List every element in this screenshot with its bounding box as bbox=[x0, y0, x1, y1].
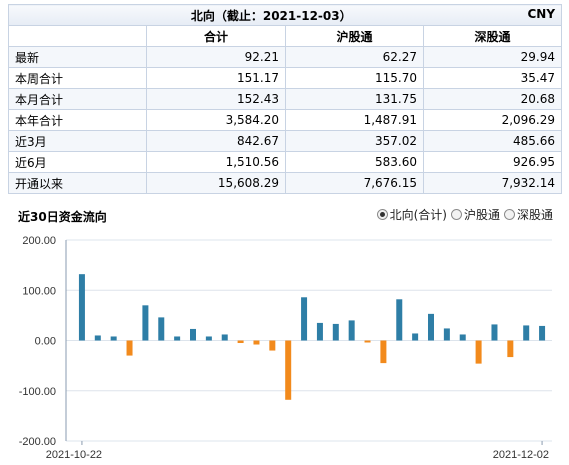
row-value: 152.43 bbox=[146, 88, 286, 110]
flow-bar[interactable] bbox=[332, 323, 339, 341]
currency-label: CNY bbox=[527, 6, 556, 21]
table-row: 本月合计 152.43 131.75 20.68 bbox=[8, 88, 563, 110]
flow-bar[interactable] bbox=[428, 313, 434, 341]
flow-bar[interactable] bbox=[237, 340, 244, 344]
row-value: 485.66 bbox=[422, 130, 563, 152]
flow-bar[interactable] bbox=[539, 325, 546, 341]
flow-bar[interactable] bbox=[316, 322, 323, 341]
flow-bar[interactable] bbox=[380, 340, 387, 364]
radio-northbound-total[interactable]: 北向(合计) bbox=[376, 206, 447, 223]
y-tick-label: -100.00 bbox=[19, 386, 56, 398]
flow-bar[interactable] bbox=[174, 336, 181, 341]
radio-shenzhen[interactable]: 深股通 bbox=[503, 206, 553, 223]
row-value: 115.70 bbox=[285, 67, 424, 89]
x-tick-label-end: 2021-12-02 bbox=[493, 449, 549, 461]
row-value: 357.02 bbox=[285, 130, 424, 152]
radio-label: 沪股通 bbox=[463, 208, 500, 222]
row-value: 29.94 bbox=[422, 46, 563, 68]
x-tick-label-start: 2021-10-22 bbox=[46, 449, 102, 461]
flow-bar[interactable] bbox=[523, 325, 530, 341]
radio-label: 深股通 bbox=[516, 208, 553, 222]
flow-bar[interactable] bbox=[301, 297, 308, 341]
flow-bar[interactable] bbox=[158, 317, 165, 341]
flow-bar[interactable] bbox=[190, 328, 196, 341]
flow-bar[interactable] bbox=[94, 335, 101, 341]
row-value: 7,932.14 bbox=[422, 172, 563, 194]
radio-label: 北向(合计) bbox=[389, 208, 447, 222]
row-label: 本周合计 bbox=[8, 67, 147, 89]
row-value: 62.27 bbox=[285, 46, 424, 68]
y-tick-label: 200.00 bbox=[22, 235, 56, 247]
table-caption: CNY 北向（截止：2021-12-03） bbox=[7, 4, 563, 26]
flow-bar-chart: 200.00 100.00 0.00 -100.00 -200.002021-10-22… bbox=[19, 235, 552, 461]
table-row: 本年合计 3,584.20 1,487.91 2,096.29 bbox=[8, 109, 563, 131]
flow-bar[interactable] bbox=[396, 299, 403, 341]
row-label: 近6月 bbox=[8, 151, 147, 173]
header-shenzhen: 深股通 bbox=[422, 25, 563, 47]
flow-bar[interactable] bbox=[475, 340, 482, 364]
flow-bar[interactable] bbox=[78, 274, 85, 341]
row-label: 最新 bbox=[8, 46, 147, 68]
flow-bar[interactable] bbox=[507, 340, 514, 358]
series-selector: 北向(合计) 沪股通 深股通 bbox=[376, 206, 553, 223]
row-value: 1,510.56 bbox=[146, 151, 286, 173]
flow-bar[interactable] bbox=[364, 340, 371, 343]
radio-unselected-icon[interactable] bbox=[450, 209, 462, 220]
table-row: 开通以来 15,608.29 7,676.15 7,932.14 bbox=[8, 172, 563, 194]
y-tick-label: 100.00 bbox=[22, 285, 56, 297]
flow-bar[interactable] bbox=[443, 328, 450, 341]
flow-bar[interactable] bbox=[110, 336, 117, 341]
y-tick-label: -200.00 bbox=[19, 436, 56, 448]
row-value: 842.67 bbox=[146, 130, 286, 152]
chart-header: 近30日资金流向 北向(合计) 沪股通 深股通 bbox=[8, 204, 561, 224]
row-label: 近3月 bbox=[8, 130, 147, 152]
row-label: 开通以来 bbox=[8, 172, 147, 194]
y-tick-label: 0.00 bbox=[35, 336, 56, 348]
flow-bar[interactable] bbox=[269, 340, 276, 351]
flow-bar[interactable] bbox=[205, 336, 212, 341]
flow-bar[interactable] bbox=[348, 320, 355, 341]
header-shanghai: 沪股通 bbox=[285, 25, 424, 47]
table-row: 最新 92.21 62.27 29.94 bbox=[8, 46, 563, 68]
row-value: 20.68 bbox=[422, 88, 563, 110]
row-value: 15,608.29 bbox=[146, 172, 286, 194]
row-value: 35.47 bbox=[422, 67, 563, 89]
flow-bar[interactable] bbox=[126, 340, 133, 356]
flow-bar[interactable] bbox=[142, 305, 149, 341]
header-blank bbox=[8, 25, 147, 47]
row-label: 本月合计 bbox=[8, 88, 147, 110]
row-value: 583.60 bbox=[285, 151, 424, 173]
radio-selected-icon[interactable] bbox=[376, 209, 388, 220]
table-row: 本周合计 151.17 115.70 35.47 bbox=[8, 67, 563, 89]
row-value: 131.75 bbox=[285, 88, 424, 110]
row-value: 3,584.20 bbox=[146, 109, 286, 131]
northbound-summary: CNY 北向（截止：2021-12-03） 合计 沪股通 深股通 最新 92.21… bbox=[7, 4, 563, 194]
radio-shanghai[interactable]: 沪股通 bbox=[450, 206, 500, 223]
table-row: 近6月 1,510.56 583.60 926.95 bbox=[8, 151, 563, 173]
flow-bar[interactable] bbox=[459, 334, 466, 341]
flow-bar[interactable] bbox=[491, 324, 498, 341]
flow-bar[interactable] bbox=[253, 340, 260, 345]
row-value: 151.17 bbox=[146, 67, 286, 89]
row-value: 92.21 bbox=[146, 46, 286, 68]
chart-title: 近30日资金流向 bbox=[18, 210, 107, 224]
row-value: 1,487.91 bbox=[285, 109, 424, 131]
row-value: 2,096.29 bbox=[422, 109, 563, 131]
table-title: 北向（截止：2021-12-03） bbox=[190, 8, 352, 23]
row-label: 本年合计 bbox=[8, 109, 147, 131]
northbound-flow-table: CNY 北向（截止：2021-12-03） 合计 沪股通 深股通 最新 92.21… bbox=[7, 4, 563, 194]
row-value: 926.95 bbox=[422, 151, 563, 173]
flow-bar[interactable] bbox=[221, 334, 228, 341]
flow-bar[interactable] bbox=[285, 340, 292, 400]
header-total: 合计 bbox=[146, 25, 286, 47]
radio-unselected-icon[interactable] bbox=[503, 209, 515, 220]
row-value: 7,676.15 bbox=[285, 172, 424, 194]
flow-bar[interactable] bbox=[412, 333, 419, 341]
table-row: 近3月 842.67 357.02 485.66 bbox=[8, 130, 563, 152]
